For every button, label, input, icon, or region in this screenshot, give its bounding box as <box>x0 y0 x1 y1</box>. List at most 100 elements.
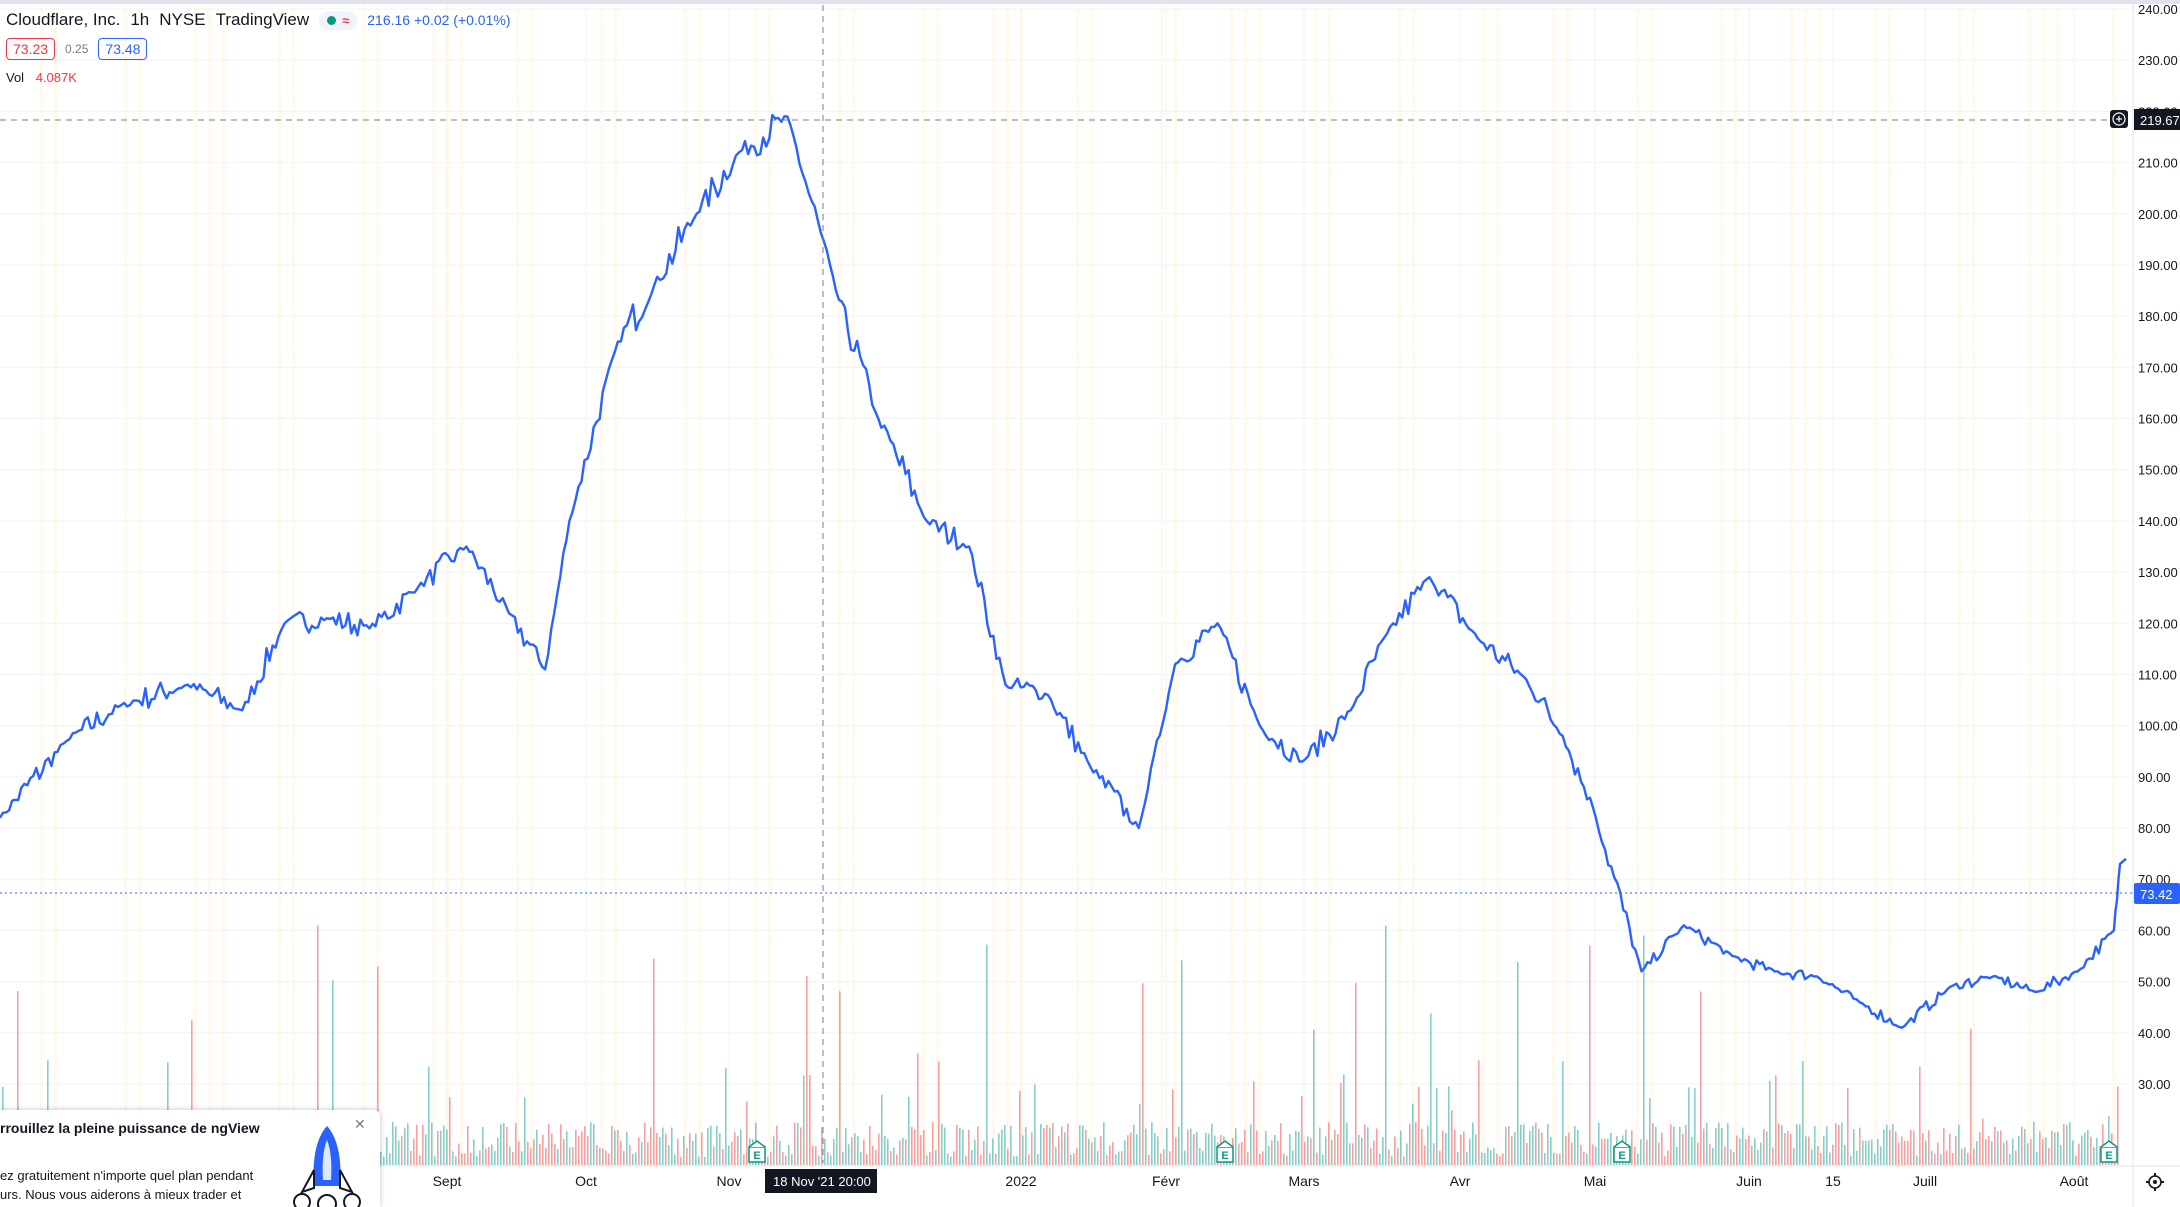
volume-bar <box>1817 1146 1819 1165</box>
volume-bar <box>2018 1135 2020 1165</box>
volume-bar <box>515 1123 517 1165</box>
volume-bar <box>1343 1074 1345 1165</box>
volume-bar <box>1235 1128 1237 1165</box>
settings-gear-icon[interactable] <box>2146 1173 2164 1191</box>
svg-text:E: E <box>753 1150 760 1162</box>
volume-bar <box>596 1145 598 1165</box>
volume-bar <box>896 1154 898 1165</box>
volume-bar <box>1796 1123 1798 1165</box>
volume-bar <box>1484 1152 1486 1165</box>
volume-bar <box>1871 1139 1873 1165</box>
volume-bar <box>1670 1124 1672 1165</box>
earnings-flag-icon[interactable]: E <box>1216 1140 1234 1163</box>
price-tick-label: 60.00 <box>2138 923 2171 938</box>
volume-bar <box>1355 982 1357 1165</box>
volume-bar <box>683 1136 685 1165</box>
volume-bar <box>941 1123 943 1165</box>
price-tick-label: 200.00 <box>2138 207 2178 222</box>
volume-bar <box>1751 1145 1753 1165</box>
volume-bar <box>1913 1130 1915 1165</box>
volume-bar <box>1205 1132 1207 1165</box>
volume-bar <box>1457 1151 1459 1165</box>
volume-bar <box>554 1143 556 1165</box>
volume-bar <box>638 1137 640 1165</box>
volume-bar <box>1328 1122 1330 1165</box>
volume-bar <box>2078 1143 2080 1165</box>
volume-bar <box>608 1153 610 1165</box>
buy-button[interactable]: 73.48 <box>98 38 148 60</box>
volume-bar <box>1400 1130 1402 1165</box>
volume-bar <box>563 1139 565 1165</box>
volume-bar <box>890 1151 892 1165</box>
volume-bar <box>821 1127 823 1165</box>
volume-bar <box>1682 1133 1684 1165</box>
volume-bar <box>1982 1118 1984 1165</box>
earnings-flag-icon[interactable]: E <box>2100 1140 2118 1163</box>
promo-panel[interactable]: rrouillez la pleine puissance de ngView … <box>0 1110 380 1207</box>
volume-bar <box>1448 1086 1450 1165</box>
volume-bar <box>767 1156 769 1165</box>
volume-bar <box>1511 1136 1513 1165</box>
volume-bar <box>545 1147 547 1165</box>
volume-bar <box>1199 1148 1201 1165</box>
volume-bar <box>1376 1128 1378 1165</box>
volume-bar <box>653 958 655 1165</box>
volume-bar <box>392 1122 394 1165</box>
volume-bar <box>593 1123 595 1165</box>
time-tick-label: Mai <box>1584 1173 1607 1189</box>
volume-bar <box>1490 1150 1492 1165</box>
volume-bar <box>1577 1129 1579 1165</box>
volume-bar <box>419 1155 421 1165</box>
volume-bar <box>737 1136 739 1165</box>
time-tick-label: Oct <box>575 1173 597 1189</box>
close-icon[interactable]: ✕ <box>354 1116 366 1132</box>
svg-text:219.67: 219.67 <box>2140 113 2180 128</box>
volume-bar <box>1442 1130 1444 1165</box>
interval-label[interactable]: 1h <box>130 10 150 29</box>
volume-bar <box>1265 1130 1267 1165</box>
volume-bar <box>2042 1139 2044 1165</box>
symbol-name[interactable]: Cloudflare, Inc. <box>6 10 121 29</box>
volume-bar <box>1877 1138 1879 1165</box>
volume-bar <box>725 1068 727 1165</box>
sell-button[interactable]: 73.23 <box>6 38 56 60</box>
earnings-flag-icon[interactable]: E <box>1613 1140 1631 1163</box>
earnings-flag-icon[interactable]: E <box>748 1140 766 1163</box>
price-tick-label: 40.00 <box>2138 1026 2171 1041</box>
volume-bar <box>860 1151 862 1165</box>
rocket-icon <box>293 1126 361 1207</box>
volume-bar <box>1118 1151 1120 1165</box>
volume-bar <box>1388 1149 1390 1165</box>
volume-bar <box>1286 1155 1288 1165</box>
volume-bar <box>1373 1140 1375 1165</box>
volume-bar <box>1652 1123 1654 1165</box>
volume-bar <box>2072 1140 2074 1165</box>
volume-bar <box>1136 1134 1138 1165</box>
volume-bar <box>680 1156 682 1165</box>
volume-bar <box>449 1097 451 1165</box>
volume-bar <box>1208 1133 1210 1165</box>
volume-bar <box>1331 1139 1333 1165</box>
market-status-badge[interactable]: ≈ <box>319 10 358 30</box>
volume-bar <box>2033 1121 2035 1165</box>
volume-bar <box>1427 1125 1429 1165</box>
volume-bar <box>1499 1156 1501 1165</box>
volume-bar <box>1562 1061 1564 1165</box>
volume-bar <box>1151 1122 1153 1165</box>
volume-bar <box>1943 1127 1945 1165</box>
volume-bar <box>452 1151 454 1165</box>
volume-bar <box>2051 1130 2053 1165</box>
volume-bar <box>770 1151 772 1165</box>
volume-bar <box>2054 1132 2056 1165</box>
volume-bar <box>1076 1148 1078 1165</box>
volume-bar <box>926 1155 928 1165</box>
volume-bar <box>1916 1155 1918 1165</box>
volume-bar <box>815 1146 817 1165</box>
volume-bar <box>740 1129 742 1165</box>
volume-bar <box>1571 1142 1573 1165</box>
volume-bar <box>710 1125 712 1165</box>
volume-bar <box>1706 1122 1708 1165</box>
volume-bar <box>1322 1154 1324 1165</box>
volume-bar <box>620 1140 622 1165</box>
